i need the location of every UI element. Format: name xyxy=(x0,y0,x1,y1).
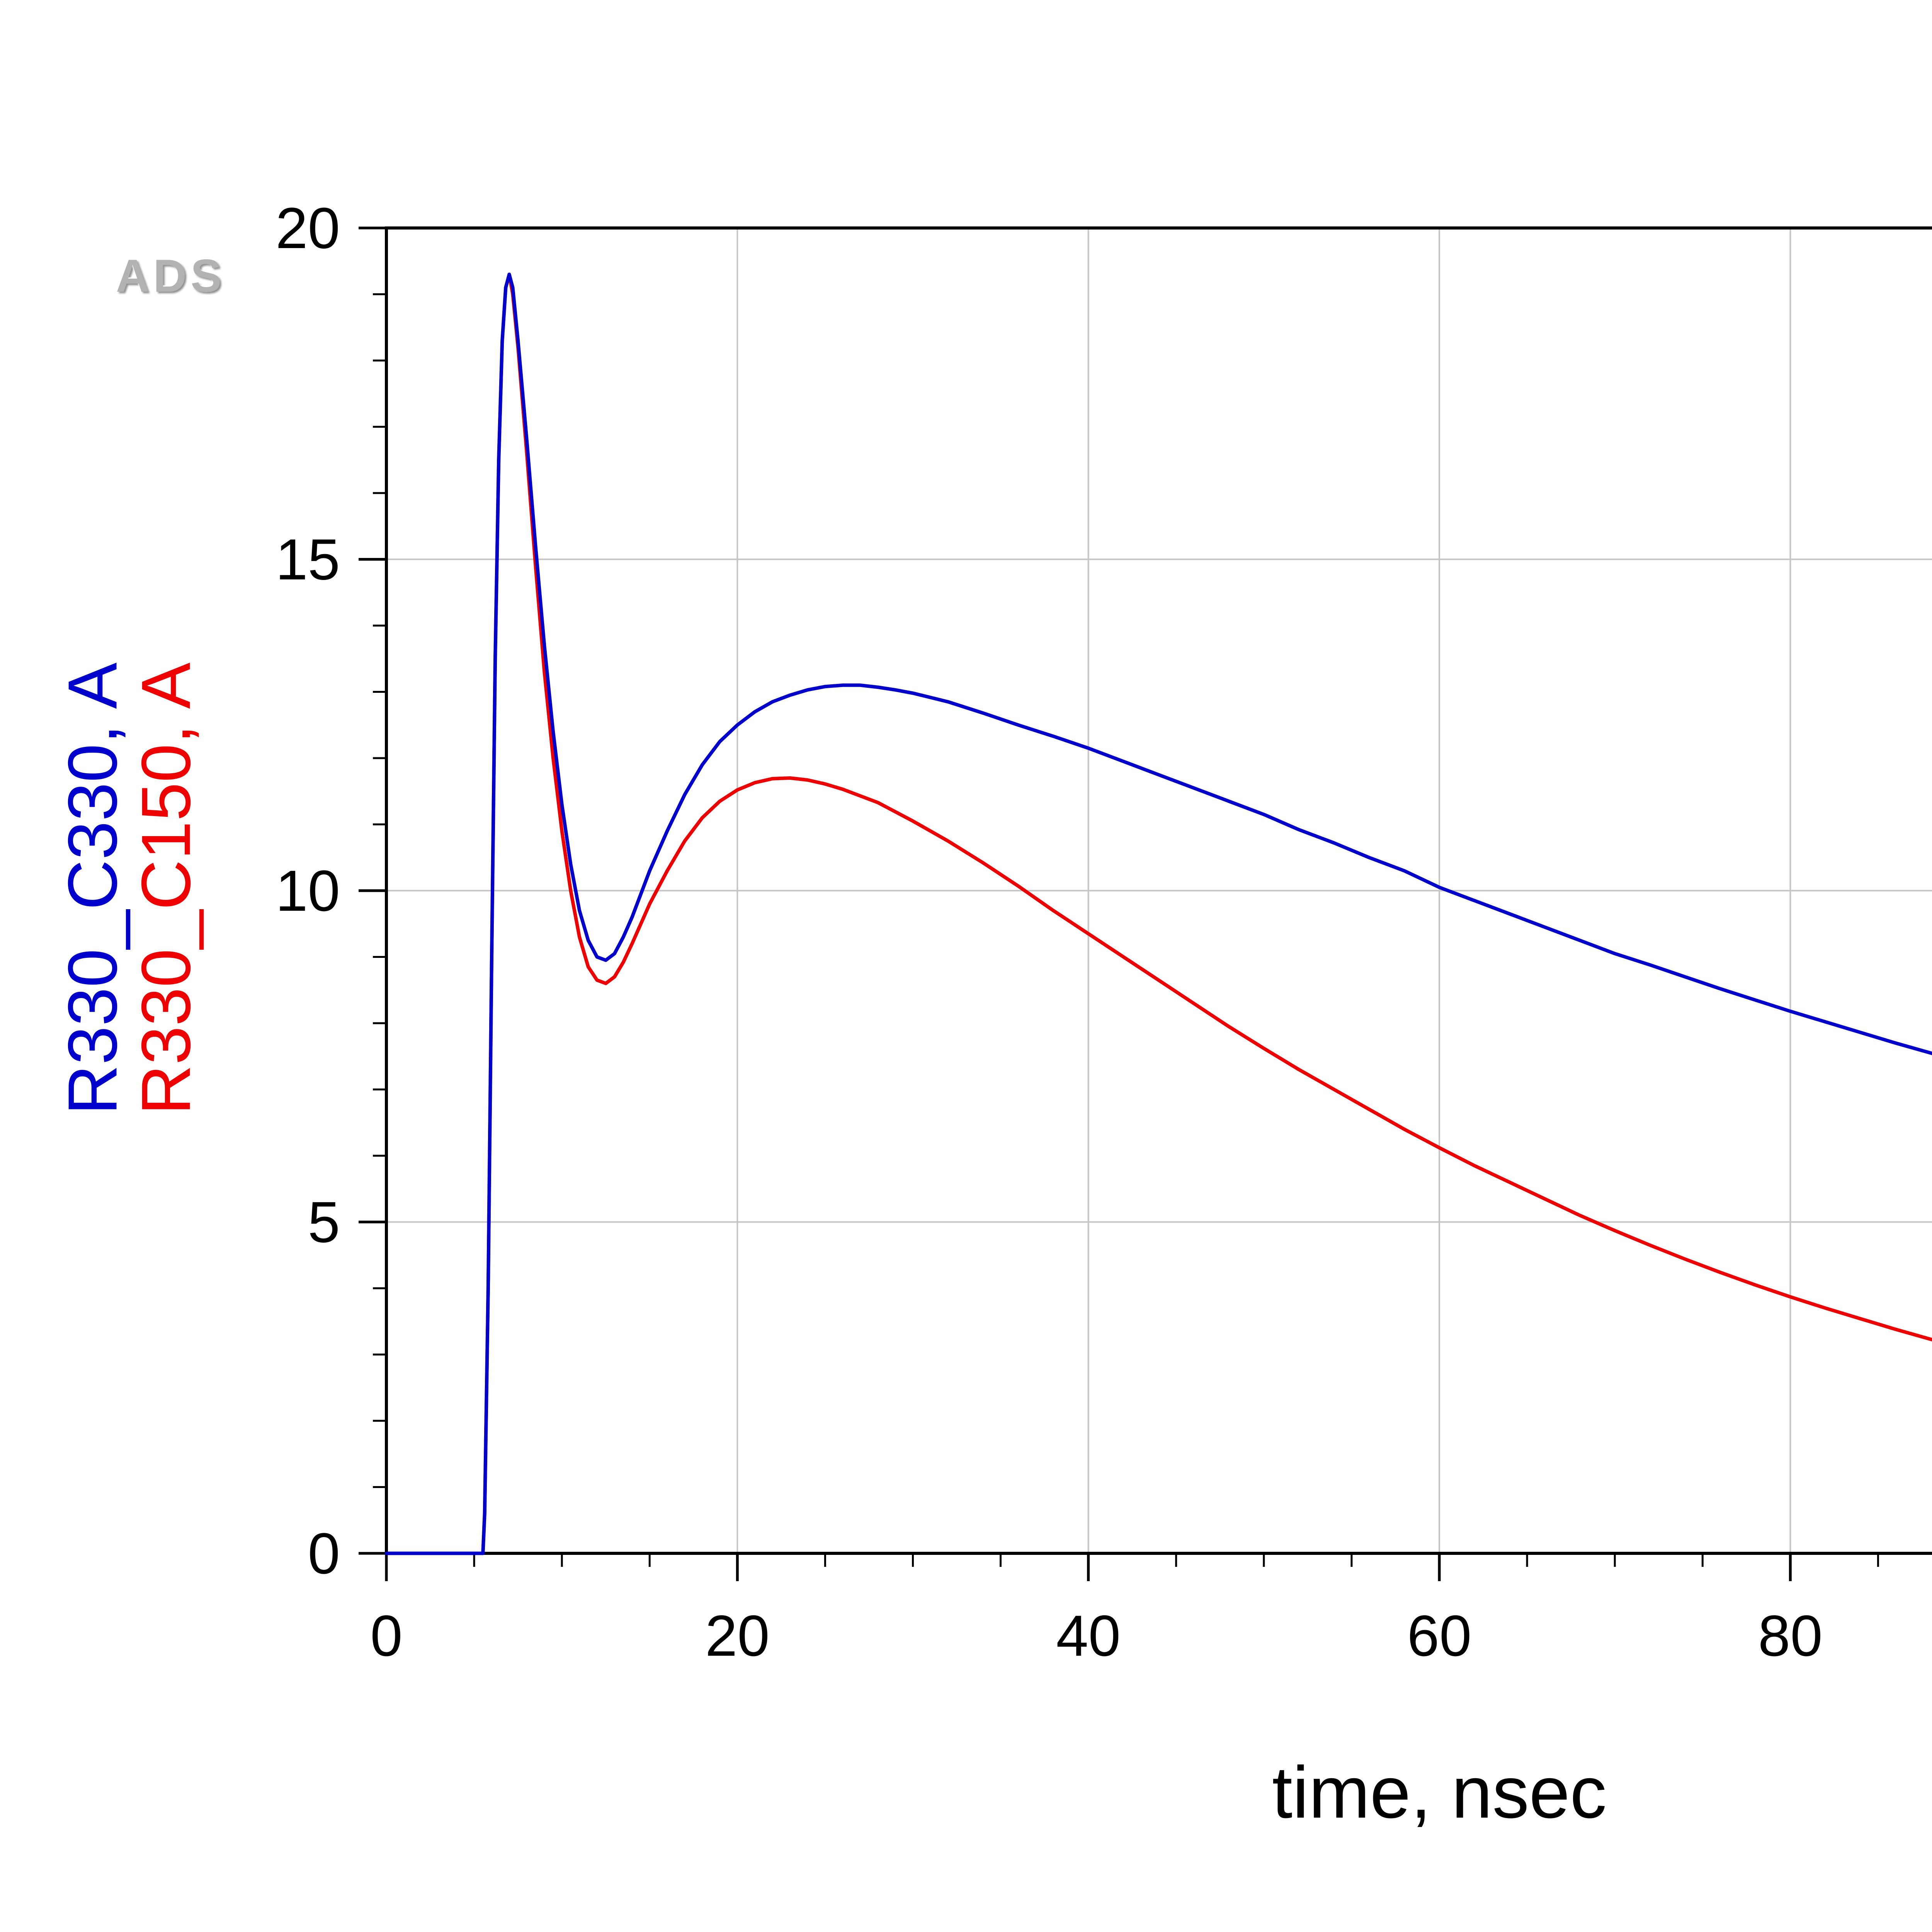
svg-text:60: 60 xyxy=(1407,1603,1472,1668)
series-line-red xyxy=(384,272,1932,1555)
svg-text:0: 0 xyxy=(308,1521,340,1586)
svg-text:20: 20 xyxy=(705,1603,770,1668)
svg-text:20: 20 xyxy=(276,196,340,260)
svg-text:80: 80 xyxy=(1758,1603,1823,1668)
svg-text:10: 10 xyxy=(276,858,340,923)
svg-text:40: 40 xyxy=(1056,1603,1121,1668)
ads-logo: ADS xyxy=(116,250,226,302)
x-axis-title: time, nsec xyxy=(1272,1752,1607,1833)
series-line-blue xyxy=(384,272,1932,1555)
svg-text:0: 0 xyxy=(370,1603,402,1668)
svg-text:15: 15 xyxy=(276,527,340,592)
svg-text:5: 5 xyxy=(308,1190,340,1255)
